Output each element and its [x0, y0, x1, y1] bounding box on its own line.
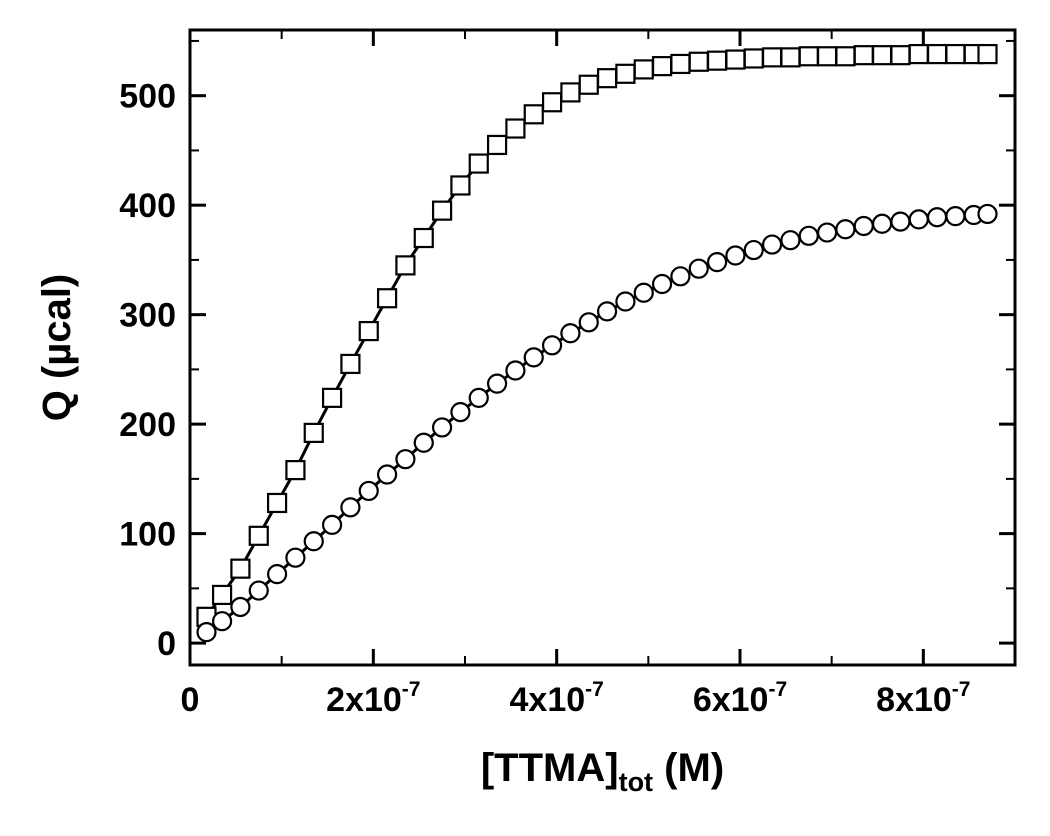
marker-circle: [763, 236, 781, 254]
marker-circle: [378, 466, 396, 484]
marker-square: [763, 48, 781, 66]
marker-circle: [855, 217, 873, 235]
marker-circle: [836, 220, 854, 238]
marker-circle: [979, 205, 997, 223]
marker-square: [286, 461, 304, 479]
marker-square: [616, 65, 634, 83]
marker-circle: [635, 284, 653, 302]
marker-square: [580, 76, 598, 94]
marker-square: [818, 47, 836, 65]
marker-square: [323, 389, 341, 407]
y-axis-title: Q (µcal): [35, 274, 79, 422]
marker-circle: [616, 293, 634, 311]
marker-circle: [580, 313, 598, 331]
marker-circle: [323, 516, 341, 534]
y-tick-label: 500: [119, 78, 176, 116]
marker-circle: [213, 612, 231, 630]
marker-square: [598, 69, 616, 87]
marker-square: [396, 256, 414, 274]
marker-circle: [305, 532, 323, 550]
marker-circle: [745, 241, 763, 259]
x-tick-label: 0: [181, 681, 200, 719]
marker-square: [928, 45, 946, 63]
marker-square: [415, 229, 433, 247]
y-tick-label: 100: [119, 516, 176, 554]
marker-square: [946, 45, 964, 63]
y-tick-label: 0: [157, 625, 176, 663]
marker-circle: [415, 434, 433, 452]
marker-circle: [451, 403, 469, 421]
marker-square: [213, 586, 231, 604]
marker-square: [653, 57, 671, 75]
marker-square: [690, 53, 708, 71]
marker-square: [470, 155, 488, 173]
marker-square: [708, 52, 726, 70]
y-tick-label: 400: [119, 187, 176, 225]
marker-square: [855, 46, 873, 64]
marker-circle: [250, 582, 268, 600]
marker-circle: [910, 210, 928, 228]
marker-circle: [433, 418, 451, 436]
marker-circle: [873, 215, 891, 233]
marker-square: [506, 120, 524, 138]
marker-square: [561, 83, 579, 101]
marker-square: [305, 424, 323, 442]
marker-square: [745, 49, 763, 67]
marker-circle: [470, 389, 488, 407]
marker-square: [910, 45, 928, 63]
marker-square: [488, 136, 506, 154]
marker-square: [836, 47, 854, 65]
chart-svg: 02x10-74x10-76x10-78x10-7010020030040050…: [0, 0, 1050, 836]
marker-circle: [506, 361, 524, 379]
marker-circle: [690, 260, 708, 278]
marker-circle: [231, 598, 249, 616]
marker-square: [543, 93, 561, 111]
marker-circle: [396, 450, 414, 468]
chart-container: 02x10-74x10-76x10-78x10-7010020030040050…: [0, 0, 1050, 836]
marker-circle: [286, 549, 304, 567]
marker-square: [378, 289, 396, 307]
marker-circle: [818, 224, 836, 242]
marker-square: [800, 47, 818, 65]
marker-circle: [360, 482, 378, 500]
marker-square: [231, 560, 249, 578]
marker-circle: [598, 302, 616, 320]
marker-circle: [928, 208, 946, 226]
marker-square: [873, 46, 891, 64]
marker-circle: [543, 336, 561, 354]
marker-circle: [198, 623, 216, 641]
x-axis-title: [TTMA]tot (M): [481, 746, 724, 797]
y-tick-label: 200: [119, 406, 176, 444]
marker-circle: [781, 231, 799, 249]
marker-circle: [653, 275, 671, 293]
marker-square: [781, 48, 799, 66]
marker-circle: [488, 375, 506, 393]
marker-square: [451, 176, 469, 194]
marker-square: [891, 46, 909, 64]
marker-circle: [561, 324, 579, 342]
marker-square: [671, 55, 689, 73]
marker-square: [635, 60, 653, 78]
marker-square: [268, 494, 286, 512]
marker-circle: [268, 565, 286, 583]
marker-square: [360, 322, 378, 340]
marker-square: [979, 45, 997, 63]
marker-circle: [708, 253, 726, 271]
marker-circle: [891, 213, 909, 231]
marker-circle: [671, 267, 689, 285]
marker-square: [341, 355, 359, 373]
marker-circle: [726, 247, 744, 265]
marker-circle: [525, 348, 543, 366]
marker-square: [250, 527, 268, 545]
marker-square: [433, 202, 451, 220]
marker-circle: [341, 498, 359, 516]
y-tick-label: 300: [119, 297, 176, 335]
marker-square: [726, 51, 744, 69]
marker-circle: [946, 207, 964, 225]
marker-circle: [800, 227, 818, 245]
marker-square: [525, 105, 543, 123]
